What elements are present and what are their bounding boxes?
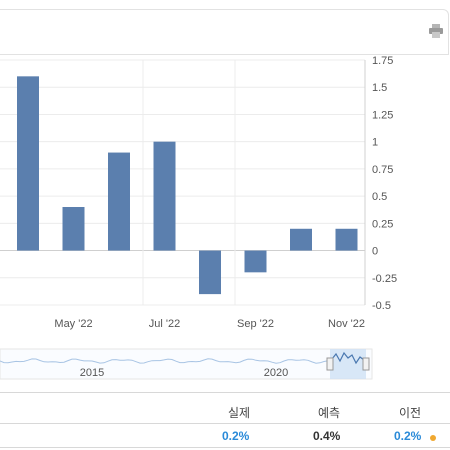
navigator-year-label: 2020 — [264, 367, 288, 379]
print-icon[interactable] — [428, 24, 444, 38]
header-actual: 실제 — [228, 406, 251, 420]
header-forecast: 예측 — [318, 406, 341, 420]
table-bottom-border — [0, 447, 450, 448]
y-tick-label: 1.25 — [372, 109, 393, 121]
navigator-background — [0, 348, 373, 380]
navigator-series — [0, 358, 329, 364]
chart-svg: 1.75 1.5 1.25 1 0.75 0.5 0.25 0 -0.25 -0.5 May '22… — [0, 55, 397, 330]
status-dot — [430, 435, 436, 441]
bar[interactable] — [290, 228, 312, 251]
navigator-svg: 2015 2020 — [0, 348, 373, 380]
table-header-divider — [0, 423, 450, 424]
y-tick-label: -0.5 — [372, 300, 391, 312]
header-previous: 이전 — [399, 406, 422, 420]
bar[interactable] — [244, 250, 267, 273]
navigator-window[interactable] — [330, 349, 366, 379]
toolbar-frame — [0, 9, 449, 55]
x-tick-label: May '22 — [54, 318, 92, 330]
y-tick-label: 0.25 — [372, 218, 393, 230]
chart-toolbar — [0, 0, 450, 60]
navigator-handle[interactable] — [362, 357, 370, 371]
value-forecast: 0.4% — [313, 429, 341, 443]
bar[interactable] — [153, 141, 176, 251]
table-top-border — [0, 392, 450, 393]
navigator-window-series — [331, 351, 365, 365]
y-tick-label: 1 — [372, 137, 378, 149]
bar[interactable] — [199, 250, 221, 295]
x-tick-label: Jul '22 — [149, 318, 180, 330]
y-tick-label: 1.5 — [372, 82, 387, 94]
value-actual: 0.2% — [222, 429, 250, 443]
y-tick-label: -0.25 — [372, 273, 397, 285]
bar[interactable] — [62, 207, 85, 251]
navigator-year-label: 2015 — [80, 367, 104, 379]
y-tick-label: 0 — [372, 246, 378, 258]
y-tick-label: 0.75 — [372, 164, 393, 176]
bar-chart: 1.75 1.5 1.25 1 0.75 0.5 0.25 0 -0.25 -0.5 May '22… — [0, 52, 450, 342]
y-tick-label: 1.75 — [372, 55, 393, 67]
x-tick-label: Nov '22 — [328, 318, 365, 330]
range-navigator[interactable]: 2015 2020 — [0, 345, 450, 385]
value-previous: 0.2% — [394, 429, 422, 443]
bar[interactable] — [17, 76, 39, 251]
y-tick-label: 0.5 — [372, 191, 387, 203]
navigator-handle[interactable] — [326, 357, 334, 371]
bar[interactable] — [108, 152, 130, 251]
bar[interactable] — [335, 228, 358, 251]
indicator-table: 실제 예측 이전 0.2% 0.4% 0.2% — [0, 392, 450, 450]
x-tick-label: Sep '22 — [237, 318, 274, 330]
